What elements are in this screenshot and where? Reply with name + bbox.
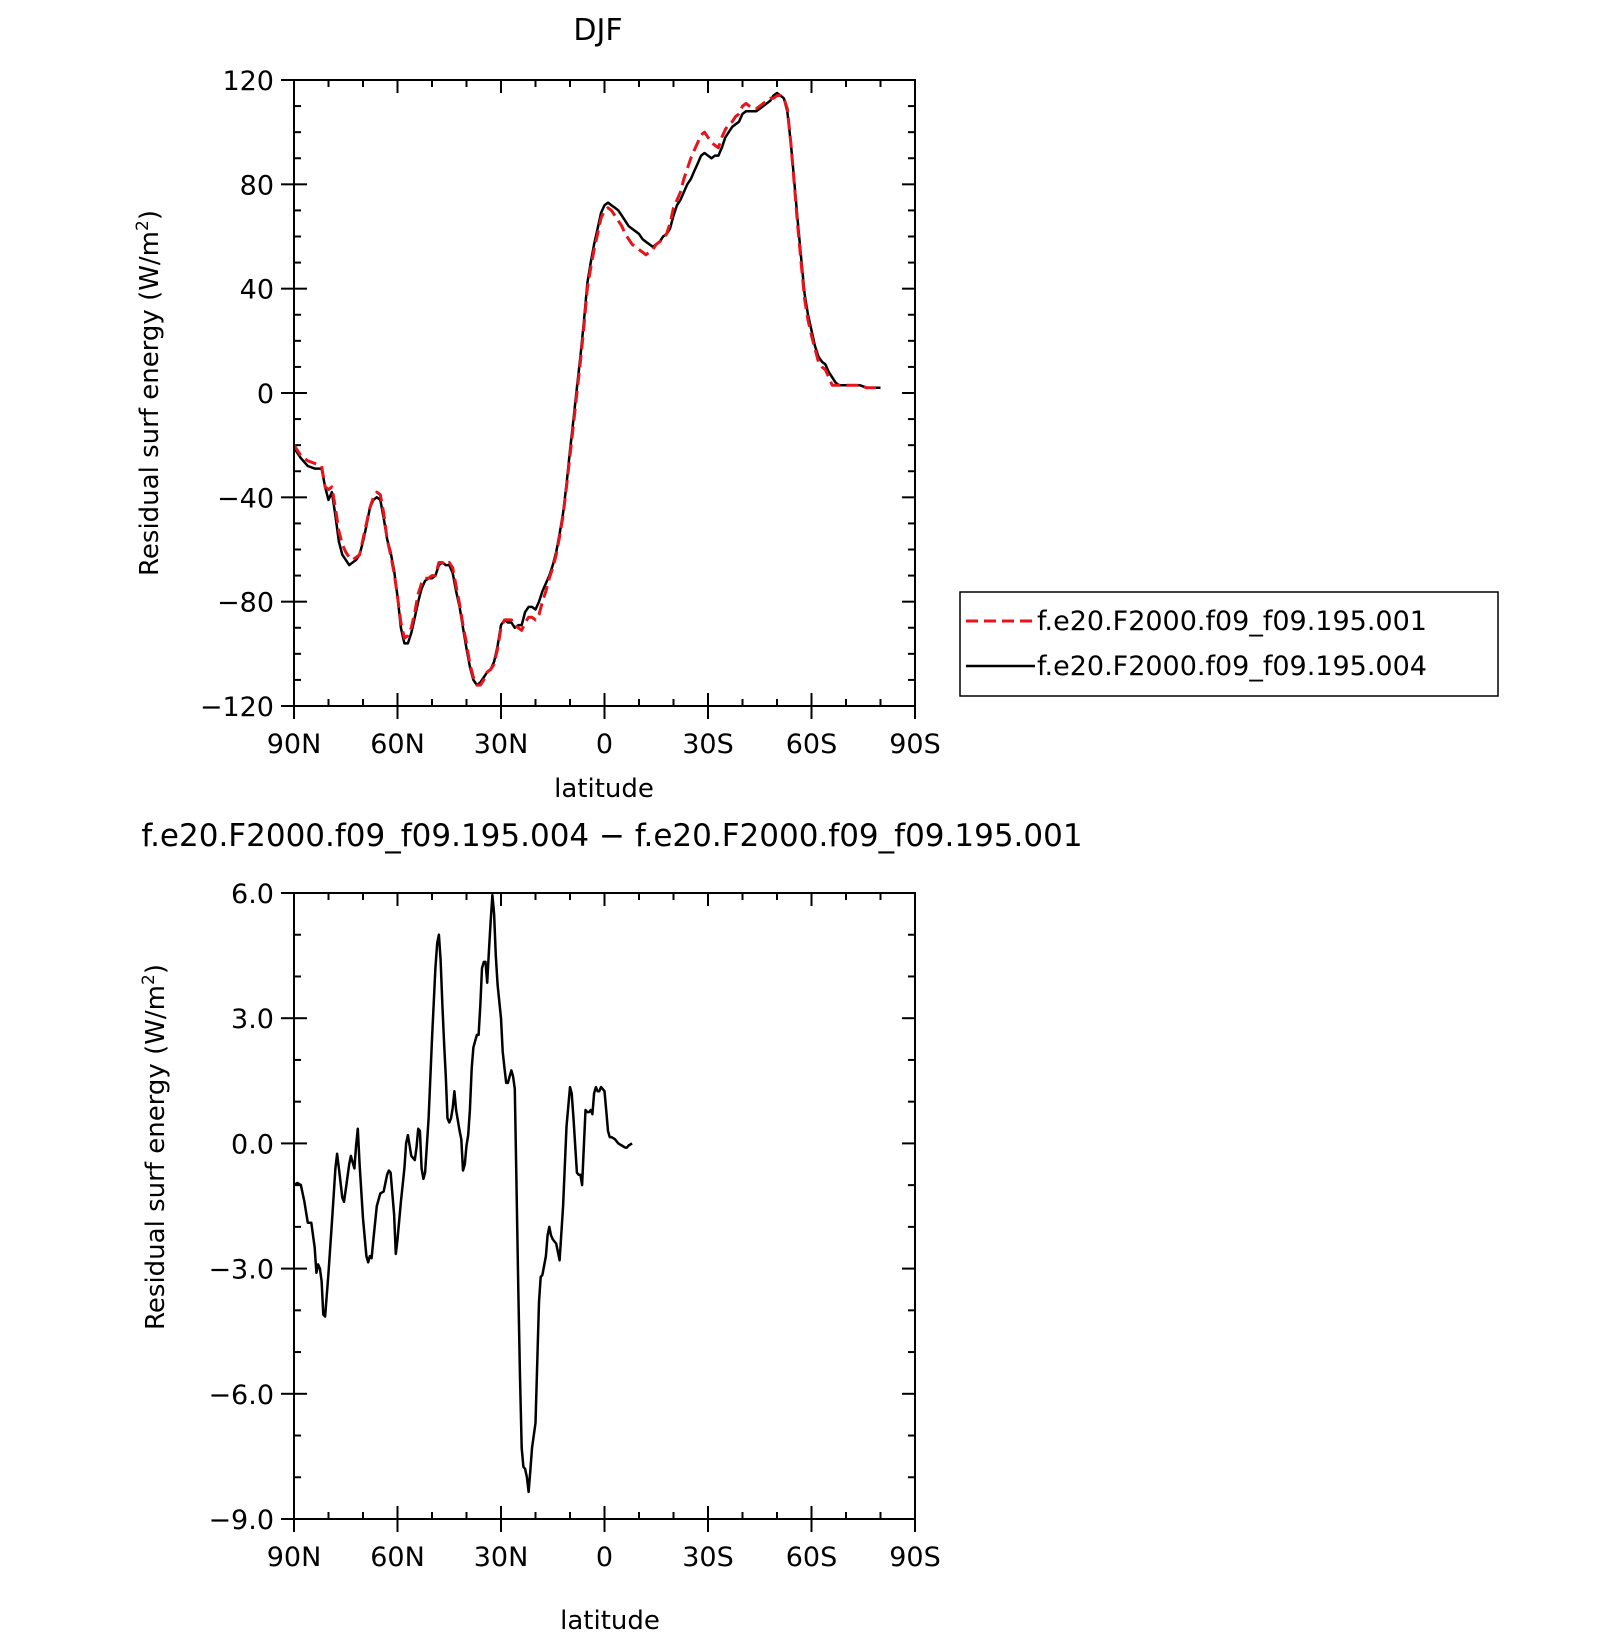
bottom-x-axis-label: latitude — [560, 1606, 660, 1635]
top-x-tick-label: 90N — [267, 729, 322, 760]
top-series — [292, 91, 881, 687]
top-y-tick-label: 80 — [240, 170, 274, 201]
top-y-tick-label: 40 — [240, 275, 274, 306]
bottom-y-axis-label-sup: 2 — [139, 974, 159, 985]
bottom-x-tick-label: 90N — [267, 1542, 322, 1573]
bottom-y-axis-label: Residual surf energy (W/m2) — [139, 964, 171, 1330]
bottom-x-tick-label: 60N — [370, 1542, 425, 1573]
legend-label-004: f.e20.F2000.f09_f09.195.004 — [1037, 651, 1427, 682]
legend-box — [959, 591, 1499, 697]
bottom-y-tick-label: 3.0 — [231, 1004, 274, 1035]
top-y-tick-label: −40 — [217, 483, 274, 514]
bottom-y-tick-label: 6.0 — [231, 879, 274, 910]
top-y-axis-label: Residual surf energy (W/m2) — [133, 210, 165, 576]
top-x-tick-label: 60S — [786, 729, 838, 760]
bottom-chart-title: f.e20.F2000.f09_f09.195.004 − f.e20.F200… — [141, 818, 1082, 854]
top-x-tick-label: 90S — [889, 729, 941, 760]
bottom-y-axis-label-close: ) — [141, 964, 171, 974]
top-y-tick-label: 120 — [222, 66, 274, 97]
bottom-plot-frame — [293, 892, 916, 1520]
top-ticks — [281, 79, 916, 719]
bottom-x-tick-label: 30N — [474, 1542, 529, 1573]
bottom-y-tick-labels: −9.0 −6.0 −3.0 0.0 3.0 6.0 — [208, 879, 274, 1536]
top-y-tick-label: 0 — [257, 379, 274, 410]
top-x-tick-label: 0 — [596, 729, 613, 760]
top-x-tick-labels: 90N 60N 30N 0 30S 60S 90S — [267, 729, 941, 760]
top-y-axis-label-close: ) — [135, 210, 165, 220]
top-x-tick-label: 30S — [682, 729, 734, 760]
bottom-x-tick-label: 30S — [682, 1542, 734, 1573]
bottom-y-tick-label: −9.0 — [208, 1505, 274, 1536]
bottom-y-tick-label: 0.0 — [231, 1129, 274, 1160]
bottom-x-tick-label: 90S — [889, 1542, 941, 1573]
top-y-tick-label: −120 — [200, 692, 274, 723]
bottom-series-line-0 — [293, 893, 633, 1494]
top-series-line-1 — [292, 91, 881, 687]
top-x-tick-label: 30N — [474, 729, 529, 760]
legend: f.e20.F2000.f09_f09.195.001 f.e20.F2000.… — [959, 591, 1499, 697]
bottom-y-tick-label: −3.0 — [208, 1255, 274, 1286]
bottom-x-tick-label: 0 — [596, 1542, 613, 1573]
top-y-tick-labels: −120 −80 −40 0 40 80 120 — [200, 66, 274, 723]
bottom-series — [293, 893, 633, 1494]
bottom-x-tick-label: 60S — [786, 1542, 838, 1573]
top-panel: DJF Residual surf energy (W/m2) 90N 60N 30… — [133, 13, 941, 804]
top-x-tick-label: 60N — [370, 729, 425, 760]
bottom-ticks — [281, 892, 916, 1532]
bottom-panel: f.e20.F2000.f09_f09.195.004 − f.e20.F200… — [139, 818, 1083, 1635]
top-chart-title: DJF — [573, 13, 622, 48]
bottom-x-tick-labels: 90N 60N 30N 0 30S 60S 90S — [267, 1542, 941, 1573]
top-x-axis-label: latitude — [554, 774, 654, 804]
top-plot-frame — [293, 79, 916, 707]
legend-label-001: f.e20.F2000.f09_f09.195.001 — [1037, 606, 1427, 637]
top-series-line-0 — [292, 94, 881, 687]
bottom-y-axis-label-text: Residual surf energy (W/m — [141, 985, 171, 1330]
top-y-axis-label-text: Residual surf energy (W/m — [135, 231, 165, 576]
bottom-y-tick-label: −6.0 — [208, 1380, 274, 1411]
top-y-axis-label-sup: 2 — [133, 220, 153, 231]
top-y-tick-label: −80 — [217, 588, 274, 619]
